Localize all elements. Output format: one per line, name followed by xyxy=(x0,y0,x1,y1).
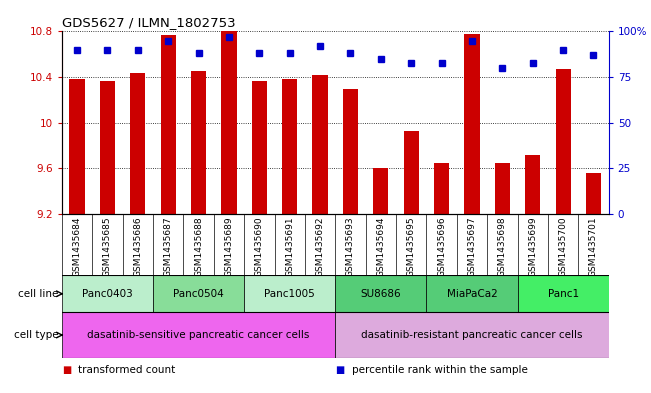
Text: Panc1: Panc1 xyxy=(547,289,579,299)
Text: GSM1435700: GSM1435700 xyxy=(559,216,568,277)
Bar xyxy=(191,72,206,214)
Text: GSM1435689: GSM1435689 xyxy=(225,216,234,277)
Bar xyxy=(221,31,236,214)
Text: transformed count: transformed count xyxy=(78,365,175,375)
Text: GSM1435694: GSM1435694 xyxy=(376,216,385,277)
Bar xyxy=(404,131,419,214)
Bar xyxy=(282,79,298,214)
Text: GSM1435685: GSM1435685 xyxy=(103,216,112,277)
Bar xyxy=(161,35,176,214)
Bar xyxy=(100,81,115,214)
Text: GSM1435697: GSM1435697 xyxy=(467,216,477,277)
Text: GSM1435698: GSM1435698 xyxy=(498,216,507,277)
Text: MiaPaCa2: MiaPaCa2 xyxy=(447,289,497,299)
Text: GDS5627 / ILMN_1802753: GDS5627 / ILMN_1802753 xyxy=(62,16,236,29)
Text: dasatinib-sensitive pancreatic cancer cells: dasatinib-sensitive pancreatic cancer ce… xyxy=(87,330,310,340)
Text: Panc0504: Panc0504 xyxy=(173,289,224,299)
Bar xyxy=(525,155,540,214)
Bar xyxy=(130,73,145,214)
Text: GSM1435693: GSM1435693 xyxy=(346,216,355,277)
Bar xyxy=(335,312,609,358)
Text: GSM1435696: GSM1435696 xyxy=(437,216,446,277)
Text: GSM1435688: GSM1435688 xyxy=(194,216,203,277)
Bar xyxy=(426,275,518,312)
Bar xyxy=(252,81,267,214)
Bar xyxy=(464,34,480,214)
Bar xyxy=(518,275,609,312)
Text: GSM1435701: GSM1435701 xyxy=(589,216,598,277)
Text: GSM1435691: GSM1435691 xyxy=(285,216,294,277)
Text: GSM1435687: GSM1435687 xyxy=(163,216,173,277)
Text: cell type: cell type xyxy=(14,330,59,340)
Text: GSM1435695: GSM1435695 xyxy=(407,216,416,277)
Text: ■: ■ xyxy=(62,365,71,375)
Bar xyxy=(153,275,244,312)
Text: GSM1435684: GSM1435684 xyxy=(72,216,81,277)
Text: GSM1435686: GSM1435686 xyxy=(133,216,143,277)
Text: ■: ■ xyxy=(335,365,344,375)
Text: GSM1435690: GSM1435690 xyxy=(255,216,264,277)
Bar xyxy=(343,88,358,214)
Text: Panc0403: Panc0403 xyxy=(82,289,133,299)
Bar xyxy=(586,173,601,214)
Bar xyxy=(62,275,153,312)
Bar xyxy=(555,69,571,214)
Text: dasatinib-resistant pancreatic cancer cells: dasatinib-resistant pancreatic cancer ce… xyxy=(361,330,583,340)
Bar xyxy=(335,275,426,312)
Bar xyxy=(373,169,389,214)
Bar xyxy=(312,75,327,214)
Bar xyxy=(495,163,510,214)
Text: GSM1435692: GSM1435692 xyxy=(316,216,325,277)
Text: GSM1435699: GSM1435699 xyxy=(528,216,537,277)
Bar xyxy=(244,275,335,312)
Text: cell line: cell line xyxy=(18,289,59,299)
Bar xyxy=(70,79,85,214)
Bar xyxy=(62,312,335,358)
Text: Panc1005: Panc1005 xyxy=(264,289,315,299)
Bar xyxy=(434,163,449,214)
Text: percentile rank within the sample: percentile rank within the sample xyxy=(352,365,527,375)
Text: SU8686: SU8686 xyxy=(361,289,401,299)
